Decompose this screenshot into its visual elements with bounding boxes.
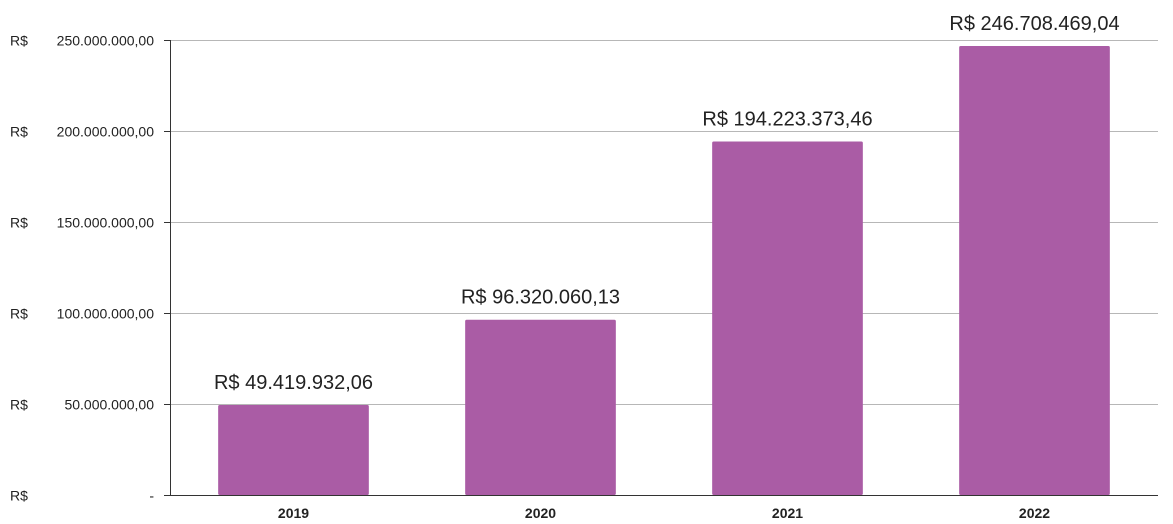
data-label: R$ 246.708.469,04 [949,13,1119,35]
y-tick-label-amount: 50.000.000,00 [64,397,154,413]
bar [959,45,1110,495]
data-labels: R$ 49.419.932,06 R$ 96.320.060,13 R$ 194.2… [214,13,1120,394]
data-label: R$ 96.320.060,13 [461,287,620,309]
y-tick-label-currency: R$ [10,306,28,322]
y-tick-label-amount: 100.000.000,00 [57,306,155,322]
bar [465,319,616,495]
bars [218,45,1110,495]
y-tick-label-amount: 150.000.000,00 [57,215,155,231]
data-label: R$ 49.419.932,06 [214,372,373,394]
y-axis: R$ - R$ 50.000.000,00 R$ 100.000.000,00 R$ 150.… [10,33,171,504]
x-tick-label: 2022 [1019,505,1050,521]
y-tick-label-currency: R$ [10,215,28,231]
x-tick-label: 2019 [278,505,309,521]
data-label: R$ 194.223.373,46 [702,109,872,131]
y-tick-label-currency: R$ [10,124,28,140]
y-tick-label-currency: R$ [10,397,28,413]
y-tick-label-amount: 250.000.000,00 [57,33,155,49]
x-tick-label: 2020 [525,505,556,521]
x-axis: 2019 2020 2021 2022 [164,495,1158,521]
y-tick-label-currency: R$ [10,33,28,49]
bar [712,141,863,495]
y-tick-label-amount: 200.000.000,00 [57,124,155,140]
y-tick-label-amount: - [149,488,154,504]
y-tick-label-currency: R$ [10,488,28,504]
x-tick-label: 2021 [772,505,803,521]
bar [218,405,369,495]
